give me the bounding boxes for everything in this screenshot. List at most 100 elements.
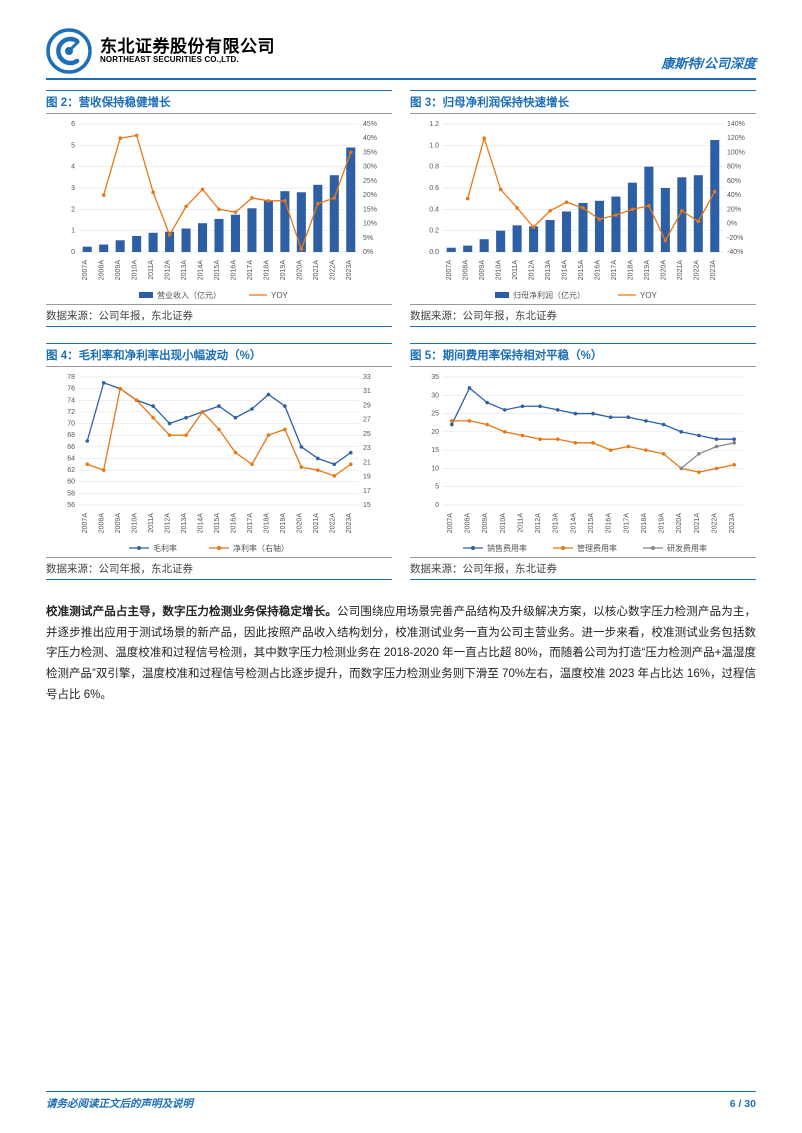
svg-text:4: 4 xyxy=(71,164,75,171)
svg-text:66: 66 xyxy=(67,444,75,451)
svg-text:2009A: 2009A xyxy=(115,260,122,281)
svg-text:2011A: 2011A xyxy=(148,260,155,280)
page-header: 东北证券股份有限公司 NORTHEAST SECURITIES CO.,LTD.… xyxy=(46,28,756,80)
svg-text:2022A: 2022A xyxy=(329,513,336,534)
svg-text:72: 72 xyxy=(67,409,75,416)
svg-text:2020A: 2020A xyxy=(296,260,303,281)
svg-text:0.6: 0.6 xyxy=(429,185,439,192)
svg-text:3: 3 xyxy=(71,185,75,192)
company-name-cn: 东北证券股份有限公司 xyxy=(100,38,275,56)
svg-text:2007A: 2007A xyxy=(82,260,89,281)
svg-text:23: 23 xyxy=(363,445,371,452)
svg-text:2023A: 2023A xyxy=(346,513,353,534)
svg-text:2012A: 2012A xyxy=(165,260,172,281)
header-right-text: 康斯特/公司深度 xyxy=(661,53,756,74)
svg-text:70: 70 xyxy=(67,421,75,428)
svg-text:2017A: 2017A xyxy=(611,260,618,281)
svg-text:2014A: 2014A xyxy=(570,513,577,534)
chart2-svg: 01234560%5%10%15%20%25%30%35%40%45%2007A… xyxy=(46,114,392,304)
svg-text:2016A: 2016A xyxy=(606,513,613,534)
svg-text:2022A: 2022A xyxy=(329,260,336,281)
svg-text:6: 6 xyxy=(71,121,75,128)
svg-text:2017A: 2017A xyxy=(623,513,630,534)
svg-text:1: 1 xyxy=(71,228,75,235)
svg-text:2020A: 2020A xyxy=(660,260,667,281)
svg-text:5%: 5% xyxy=(363,235,373,242)
svg-text:2007A: 2007A xyxy=(446,260,453,281)
svg-text:56: 56 xyxy=(67,502,75,509)
svg-text:33: 33 xyxy=(363,374,371,381)
svg-text:1.2: 1.2 xyxy=(429,121,439,128)
svg-text:2007A: 2007A xyxy=(447,513,454,534)
svg-text:2021A: 2021A xyxy=(313,513,320,534)
svg-text:2022A: 2022A xyxy=(712,513,719,534)
svg-text:2019A: 2019A xyxy=(644,260,651,281)
svg-text:YOY: YOY xyxy=(640,291,658,300)
svg-text:40%: 40% xyxy=(727,192,741,199)
svg-text:2012A: 2012A xyxy=(529,260,536,281)
svg-text:45%: 45% xyxy=(363,121,377,128)
svg-text:17: 17 xyxy=(363,488,371,495)
svg-text:27: 27 xyxy=(363,417,371,424)
svg-text:21: 21 xyxy=(363,459,371,466)
svg-text:100%: 100% xyxy=(727,149,745,156)
svg-text:2012A: 2012A xyxy=(535,513,542,534)
chart3-source: 数据来源：公司年报，东北证券 xyxy=(410,304,756,327)
svg-text:5: 5 xyxy=(435,484,439,491)
svg-text:140%: 140% xyxy=(727,121,745,128)
footer-page-number: 6 / 30 xyxy=(730,1098,756,1110)
svg-text:2014A: 2014A xyxy=(198,513,205,534)
svg-text:2018A: 2018A xyxy=(641,513,648,534)
svg-text:2010A: 2010A xyxy=(500,513,507,534)
svg-text:2019A: 2019A xyxy=(280,260,287,281)
svg-text:25: 25 xyxy=(431,411,439,418)
svg-text:2007A: 2007A xyxy=(82,513,89,534)
svg-text:74: 74 xyxy=(67,397,75,404)
svg-text:0%: 0% xyxy=(727,221,737,228)
svg-text:2016A: 2016A xyxy=(594,260,601,281)
svg-text:78: 78 xyxy=(67,374,75,381)
svg-text:76: 76 xyxy=(67,386,75,393)
body-paragraph: 校准测试产品占主导，数字压力检测业务保持稳定增长。公司围绕应用场景完善产品结构及… xyxy=(46,602,756,705)
svg-text:0.0: 0.0 xyxy=(429,249,439,256)
svg-text:20: 20 xyxy=(431,429,439,436)
svg-text:15: 15 xyxy=(363,502,371,509)
svg-text:2018A: 2018A xyxy=(263,260,270,281)
company-logo-icon xyxy=(46,28,92,74)
svg-text:2020A: 2020A xyxy=(676,513,683,534)
svg-text:10%: 10% xyxy=(363,221,377,228)
svg-text:2015A: 2015A xyxy=(214,260,221,281)
svg-text:30: 30 xyxy=(431,392,439,399)
svg-text:58: 58 xyxy=(67,490,75,497)
svg-text:归母净利润（亿元）: 归母净利润（亿元） xyxy=(513,290,585,300)
chart4-title: 图 4：毛利率和净利率出现小幅波动（%） xyxy=(46,343,392,367)
svg-text:2008A: 2008A xyxy=(99,513,106,534)
chart4-block: 图 4：毛利率和净利率出现小幅波动（%） 5658606264666870727… xyxy=(46,343,392,590)
paragraph-lead: 校准测试产品占主导，数字压力检测业务保持稳定增长。 xyxy=(46,606,337,618)
svg-text:2008A: 2008A xyxy=(464,513,471,534)
chart4-svg: 5658606264666870727476781517192123252729… xyxy=(46,367,392,557)
chart3-title: 图 3：归母净利润保持快速增长 xyxy=(410,90,756,114)
svg-text:2020A: 2020A xyxy=(296,513,303,534)
paragraph-body: 公司围绕应用场景完善产品结构及升级解决方案，以核心数字压力检测产品为主，并逐步推… xyxy=(46,606,756,701)
svg-text:2: 2 xyxy=(71,206,75,213)
svg-text:2015A: 2015A xyxy=(588,513,595,534)
svg-text:2022A: 2022A xyxy=(693,260,700,281)
chart3-block: 图 3：归母净利润保持快速增长 0.00.20.40.60.81.01.2-40… xyxy=(410,90,756,337)
chart2-title: 图 2：营收保持稳健增长 xyxy=(46,90,392,114)
svg-text:2016A: 2016A xyxy=(230,260,237,281)
chart3-svg: 0.00.20.40.60.81.01.2-40%-20%0%20%40%60%… xyxy=(410,114,756,304)
svg-text:15: 15 xyxy=(431,447,439,454)
svg-text:40%: 40% xyxy=(363,135,377,142)
svg-text:2011A: 2011A xyxy=(148,513,155,533)
chart4-source: 数据来源：公司年报，东北证券 xyxy=(46,557,392,580)
footer-disclaimer: 请务必阅读正文后的声明及说明 xyxy=(46,1096,193,1111)
svg-text:0%: 0% xyxy=(363,249,373,256)
svg-text:毛利率: 毛利率 xyxy=(153,543,177,553)
svg-text:研发费用率: 研发费用率 xyxy=(667,543,707,553)
svg-text:2023A: 2023A xyxy=(729,513,736,534)
svg-text:-40%: -40% xyxy=(727,249,743,256)
svg-text:2008A: 2008A xyxy=(463,260,470,281)
svg-text:1.0: 1.0 xyxy=(429,142,439,149)
svg-text:20%: 20% xyxy=(363,192,377,199)
